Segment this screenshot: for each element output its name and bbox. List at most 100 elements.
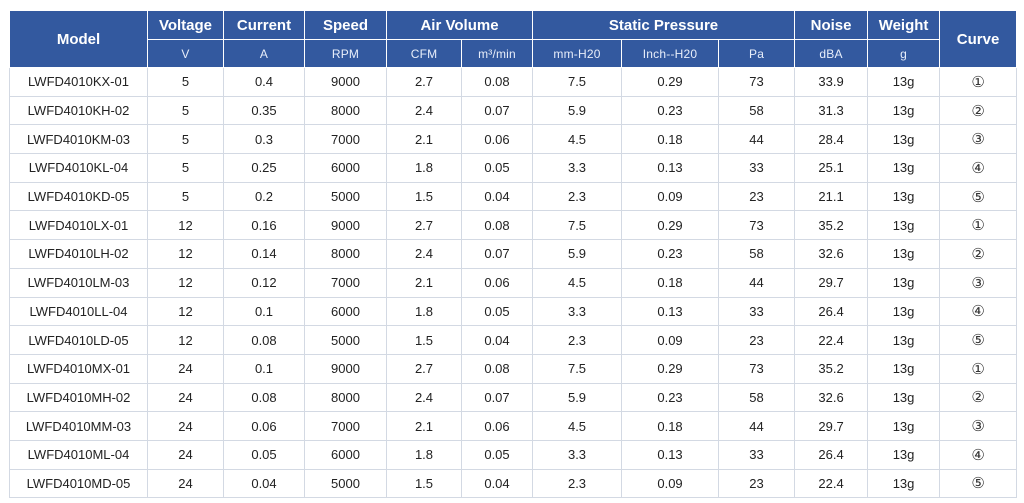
cell-current: 0.08 [223, 325, 305, 355]
unit-inch-h20: Inch--H20 [621, 39, 720, 68]
cell-voltage: 12 [147, 325, 224, 355]
cell-pa: 58 [718, 239, 796, 269]
cell-speed: 5000 [304, 325, 387, 355]
cell-weight: 13g [867, 239, 941, 269]
cell-curve: ① [939, 210, 1018, 241]
cell-model: LWFD4010MH-02 [9, 382, 148, 413]
cell-curve: ③ [939, 124, 1018, 155]
cell-pa: 44 [718, 267, 796, 298]
cell-speed: 8000 [304, 382, 387, 413]
cell-noise-dba: 31.3 [794, 95, 869, 126]
cell-mm-h20: 4.5 [532, 411, 623, 441]
cell-cfm: 1.5 [386, 325, 462, 355]
column-header-model: Model [9, 10, 148, 68]
cell-voltage: 24 [147, 439, 224, 470]
cell-m3-per-min: 0.07 [460, 95, 534, 126]
cell-noise-dba: 32.6 [794, 239, 869, 269]
cell-cfm: 1.8 [386, 439, 462, 470]
cell-voltage: 12 [147, 296, 224, 327]
cell-weight: 13g [867, 439, 941, 470]
cell-cfm: 2.4 [386, 95, 462, 126]
cell-model: LWFD4010KL-04 [9, 153, 148, 183]
cell-voltage: 24 [147, 411, 224, 441]
cell-model: LWFD4010KD-05 [9, 181, 148, 212]
cell-current: 0.4 [223, 67, 305, 97]
cell-pa: 73 [718, 67, 796, 97]
table-row: LWFD4010MD-05 24 0.04 5000 1.5 0.04 2.3 0.09 23 2… [9, 468, 1018, 499]
cell-m3-per-min: 0.08 [460, 210, 534, 241]
cell-model: LWFD4010KX-01 [9, 67, 148, 97]
table-row: LWFD4010KX-01 5 0.4 9000 2.7 0.08 7.5 0.29 73 33.… [9, 67, 1018, 97]
table-row: LWFD4010KD-05 5 0.2 5000 1.5 0.04 2.3 0.09 23 21.… [9, 181, 1018, 212]
cell-curve: ③ [939, 267, 1018, 298]
cell-weight: 13g [867, 95, 941, 126]
cell-mm-h20: 7.5 [532, 67, 623, 97]
table-row: LWFD4010KL-04 5 0.25 6000 1.8 0.05 3.3 0.13 33 25… [9, 153, 1018, 183]
cell-cfm: 2.7 [386, 67, 462, 97]
cell-pa: 23 [718, 181, 796, 212]
cell-inch-h20: 0.29 [621, 67, 720, 97]
cell-cfm: 2.1 [386, 124, 462, 155]
cell-noise-dba: 29.7 [794, 411, 869, 441]
cell-speed: 7000 [304, 124, 387, 155]
cell-speed: 7000 [304, 411, 387, 441]
cell-voltage: 24 [147, 353, 224, 384]
cell-pa: 44 [718, 411, 796, 441]
cell-curve: ③ [939, 411, 1018, 441]
table-row: LWFD4010LM-03 12 0.12 7000 2.1 0.06 4.5 0.18 44 2… [9, 267, 1018, 298]
cell-voltage: 24 [147, 468, 224, 499]
cell-pa: 44 [718, 124, 796, 155]
cell-inch-h20: 0.18 [621, 411, 720, 441]
cell-noise-dba: 32.6 [794, 382, 869, 413]
cell-voltage: 5 [147, 181, 224, 212]
cell-noise-dba: 26.4 [794, 439, 869, 470]
cell-voltage: 12 [147, 239, 224, 269]
cell-weight: 13g [867, 468, 941, 499]
cell-curve: ② [939, 239, 1018, 269]
cell-curve: ⑤ [939, 181, 1018, 212]
cell-mm-h20: 5.9 [532, 239, 623, 269]
cell-current: 0.04 [223, 468, 305, 499]
cell-mm-h20: 7.5 [532, 353, 623, 384]
table-row: LWFD4010MM-03 24 0.06 7000 2.1 0.06 4.5 0.18 44 2… [9, 411, 1018, 441]
cell-mm-h20: 3.3 [532, 439, 623, 470]
cell-cfm: 1.5 [386, 181, 462, 212]
cell-current: 0.14 [223, 239, 305, 269]
table-row: LWFD4010LH-02 12 0.14 8000 2.4 0.07 5.9 0.23 58 3… [9, 239, 1018, 269]
unit-speed: RPM [304, 39, 387, 68]
cell-model: LWFD4010ML-04 [9, 439, 148, 470]
table-row: LWFD4010KH-02 5 0.35 8000 2.4 0.07 5.9 0.23 58 31… [9, 95, 1018, 126]
cell-model: LWFD4010MX-01 [9, 353, 148, 384]
cell-weight: 13g [867, 325, 941, 355]
cell-m3-per-min: 0.05 [460, 439, 534, 470]
cell-m3-per-min: 0.08 [460, 353, 534, 384]
cell-m3-per-min: 0.08 [460, 67, 534, 97]
cell-current: 0.3 [223, 124, 305, 155]
cell-weight: 13g [867, 124, 941, 155]
table-row: LWFD4010KM-03 5 0.3 7000 2.1 0.06 4.5 0.18 44 28.… [9, 124, 1018, 155]
column-header-current: Current [223, 10, 305, 40]
cell-voltage: 5 [147, 124, 224, 155]
cell-m3-per-min: 0.06 [460, 411, 534, 441]
cell-cfm: 1.8 [386, 296, 462, 327]
cell-m3-per-min: 0.06 [460, 124, 534, 155]
cell-noise-dba: 25.1 [794, 153, 869, 183]
cell-inch-h20: 0.23 [621, 95, 720, 126]
cell-curve: ⑤ [939, 325, 1018, 355]
cell-current: 0.25 [223, 153, 305, 183]
table-row: LWFD4010LL-04 12 0.1 6000 1.8 0.05 3.3 0.13 33 26… [9, 296, 1018, 327]
unit-pa: Pa [718, 39, 796, 68]
cell-speed: 8000 [304, 95, 387, 126]
cell-inch-h20: 0.23 [621, 382, 720, 413]
cell-weight: 13g [867, 411, 941, 441]
table-header: Model Voltage Current Speed Air Volume S… [9, 10, 1018, 68]
cell-current: 0.1 [223, 296, 305, 327]
table-row: LWFD4010ML-04 24 0.05 6000 1.8 0.05 3.3 0.13 33 2… [9, 439, 1018, 470]
cell-inch-h20: 0.13 [621, 153, 720, 183]
cell-pa: 23 [718, 468, 796, 499]
cell-pa: 73 [718, 353, 796, 384]
cell-curve: ④ [939, 296, 1018, 327]
cell-inch-h20: 0.29 [621, 210, 720, 241]
cell-noise-dba: 29.7 [794, 267, 869, 298]
cell-model: LWFD4010LD-05 [9, 325, 148, 355]
